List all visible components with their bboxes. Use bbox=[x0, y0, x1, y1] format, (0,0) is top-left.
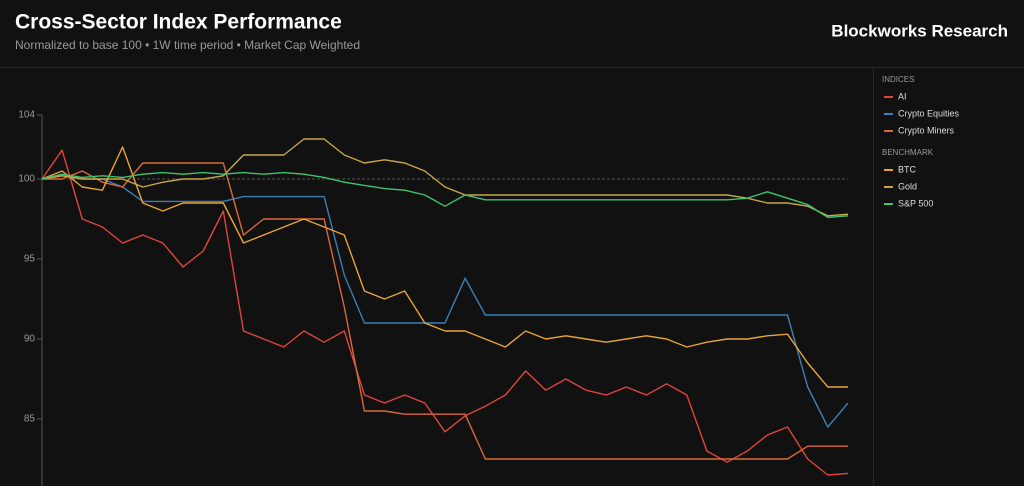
y-tick-label: 90 bbox=[24, 334, 36, 345]
y-tick-label: 100 bbox=[18, 174, 35, 185]
series-line bbox=[41, 146, 848, 388]
chart-title: Cross-Sector Index Performance bbox=[15, 11, 342, 34]
legend-group-title: INDICES bbox=[882, 75, 914, 84]
legend-label: BTC bbox=[898, 164, 917, 174]
legend-label: S&P 500 bbox=[898, 198, 933, 208]
y-tick-label: 95 bbox=[24, 254, 36, 265]
legend-label: Crypto Equities bbox=[898, 108, 960, 118]
chart-subtitle: Normalized to base 100 • 1W time period … bbox=[15, 38, 360, 52]
series-line bbox=[42, 162, 848, 460]
legend-label: AI bbox=[898, 91, 907, 101]
legend-group-title: BENCHMARK bbox=[882, 148, 934, 157]
series-line bbox=[41, 175, 849, 428]
legend-label: Crypto Miners bbox=[898, 125, 955, 135]
y-tick-label: 85 bbox=[24, 414, 36, 425]
brand: Blockworks Research bbox=[831, 21, 1008, 40]
series-line bbox=[41, 138, 849, 217]
series-line bbox=[41, 171, 849, 219]
legend-label: Gold bbox=[898, 181, 917, 191]
series-line bbox=[41, 149, 849, 476]
y-tick-label: 104 bbox=[18, 110, 35, 121]
